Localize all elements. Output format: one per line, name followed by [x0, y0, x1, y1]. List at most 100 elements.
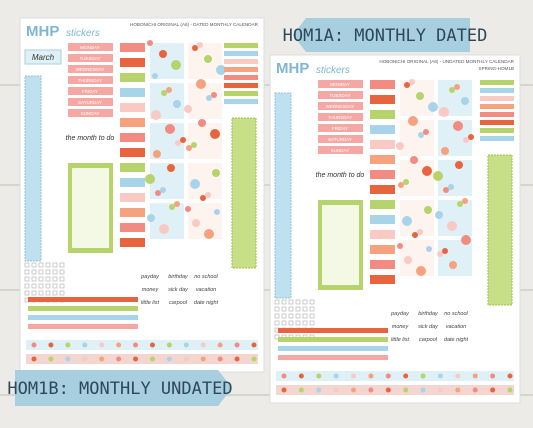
strip — [120, 163, 145, 172]
washi-flower — [217, 356, 223, 362]
flower — [210, 129, 220, 139]
strip — [370, 230, 395, 239]
weekday-tab — [318, 124, 363, 132]
checkbox — [302, 299, 308, 305]
weekday-tab — [318, 113, 363, 121]
checkbox — [59, 269, 65, 275]
strip — [224, 75, 258, 80]
washi-flower — [316, 373, 322, 379]
washi-flower — [472, 387, 478, 393]
strip — [370, 170, 395, 179]
checkbox — [59, 276, 65, 282]
checkbox — [295, 313, 301, 319]
checkbox — [302, 306, 308, 312]
checkbox — [59, 262, 65, 268]
washi-flower — [437, 387, 443, 393]
flower — [418, 132, 424, 138]
weekday-tab — [318, 102, 363, 110]
washi-strip — [276, 371, 514, 381]
flower — [211, 92, 217, 98]
flower — [416, 92, 424, 100]
weekday-label: SATURDAY — [78, 100, 102, 105]
weekday-tab — [318, 91, 363, 99]
sticker-sheet: MHP stickers HOBONICHI ORIGINAL (A6) - DAT… — [19, 17, 265, 373]
checkbox — [45, 269, 51, 275]
checkbox — [309, 313, 315, 319]
checkbox — [281, 306, 287, 312]
flower — [190, 179, 200, 189]
checkbox — [295, 320, 301, 326]
event-label: birthday — [418, 311, 439, 317]
flower — [186, 145, 192, 151]
strip — [120, 178, 145, 187]
washi-strip — [26, 340, 258, 350]
flower — [212, 169, 220, 177]
floral-square — [438, 200, 472, 236]
checkbox — [24, 290, 30, 296]
weekday-tab — [318, 80, 363, 88]
washi-flower — [298, 387, 304, 393]
checkbox — [31, 269, 37, 275]
checkbox — [281, 320, 287, 326]
washi-flower — [455, 387, 461, 393]
checkbox — [288, 320, 294, 326]
flower — [165, 124, 175, 134]
flower — [205, 192, 211, 198]
strip — [370, 80, 395, 89]
flower — [424, 206, 432, 214]
flower — [455, 161, 463, 169]
flower — [409, 79, 415, 85]
washi-flower — [149, 356, 155, 362]
checkbox — [52, 290, 58, 296]
event-label: date night — [194, 300, 219, 306]
sticker-sheet: MHP stickers HOBONICHI ORIGINAL (A6) - UND… — [269, 54, 521, 404]
washi-flower — [234, 342, 240, 348]
checkbox — [45, 276, 51, 282]
strip — [370, 215, 395, 224]
flower — [397, 243, 403, 249]
strip — [224, 59, 258, 64]
checkbox — [38, 290, 44, 296]
flower — [447, 221, 457, 231]
strip — [370, 200, 395, 209]
weekday-tab — [68, 65, 113, 73]
washi-flower — [281, 387, 287, 393]
flower — [426, 246, 432, 252]
washi-flower — [31, 342, 37, 348]
todo-inner — [322, 205, 359, 285]
flower — [147, 214, 155, 222]
strip — [480, 128, 514, 133]
flower — [152, 73, 158, 79]
flower — [468, 134, 474, 140]
strip — [120, 223, 145, 232]
washi-flower — [149, 342, 155, 348]
washi-flower — [82, 356, 88, 362]
flower — [453, 121, 463, 131]
washi-flower — [183, 342, 189, 348]
long-strip — [278, 328, 388, 333]
washi-flower — [507, 387, 513, 393]
washi-flower — [333, 373, 339, 379]
checkbox — [295, 299, 301, 305]
washi-flower — [82, 342, 88, 348]
checkbox — [302, 313, 308, 319]
flower — [442, 248, 448, 254]
flower — [216, 65, 226, 75]
checkbox — [288, 299, 294, 305]
event-label: date night — [444, 337, 469, 343]
flower — [404, 256, 412, 264]
washi-flower — [166, 342, 172, 348]
banner-text: HOM1A: MONTHLY DATED — [283, 26, 488, 46]
washi-flower — [200, 342, 206, 348]
floral-square — [400, 160, 434, 196]
weekday-label: TUESDAY — [330, 93, 351, 98]
checkbox — [52, 262, 58, 268]
strip — [120, 58, 145, 67]
flower — [461, 97, 469, 105]
event-label: carpool — [169, 300, 188, 306]
washi-flower — [99, 356, 105, 362]
checkbox — [281, 313, 287, 319]
flower — [410, 156, 418, 164]
checkbox — [24, 283, 30, 289]
checkbox — [45, 283, 51, 289]
